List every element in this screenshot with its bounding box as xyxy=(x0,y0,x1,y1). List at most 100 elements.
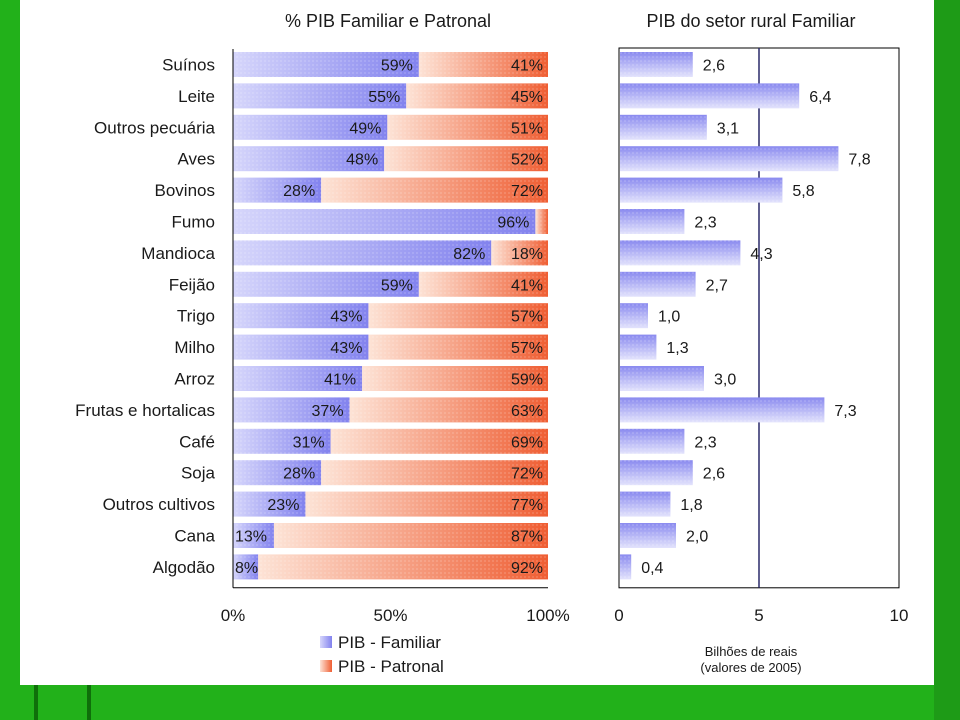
data-label-patronal: 41% xyxy=(511,58,543,75)
bar-value-texture xyxy=(620,83,800,109)
data-label-familiar: 31% xyxy=(293,434,325,451)
data-label-patronal: 52% xyxy=(511,152,543,169)
bar-familiar-texture xyxy=(233,209,536,234)
bar-value-texture xyxy=(620,397,825,423)
data-label-familiar: 43% xyxy=(330,340,362,357)
value-label: 7,8 xyxy=(848,152,870,169)
value-label: 3,1 xyxy=(717,120,739,137)
data-label-patronal: 69% xyxy=(511,434,543,451)
bar-familiar-texture xyxy=(233,114,388,140)
bar-patronal-texture xyxy=(535,209,548,234)
bar-value-texture xyxy=(620,334,657,360)
data-label-patronal: 57% xyxy=(511,340,543,357)
data-label-familiar: 82% xyxy=(453,246,485,263)
bar-patronal-texture xyxy=(258,554,548,580)
right-x-axis-label-line2: (valores de 2005) xyxy=(700,660,801,675)
value-label: 1,0 xyxy=(658,309,680,326)
left-category-label: Mandioca xyxy=(141,244,215,263)
bar-patronal-texture xyxy=(491,240,548,266)
bar-familiar-texture xyxy=(233,240,492,266)
data-label-familiar: 41% xyxy=(324,372,356,389)
bar-familiar-texture xyxy=(233,52,419,77)
bar-value-texture xyxy=(620,209,685,234)
value-label: 2,7 xyxy=(706,277,728,294)
left-category-label: Café xyxy=(179,432,215,451)
bar-value-texture xyxy=(620,428,685,454)
left-category-label: Frutas e hortalicas xyxy=(75,401,215,420)
value-label: 2,0 xyxy=(686,529,708,546)
bar-value-texture xyxy=(620,177,783,203)
legend-swatch-patronal xyxy=(320,660,332,672)
value-label: 6,4 xyxy=(809,89,831,106)
right-x-axis-label-line1: Bilhões de reais xyxy=(705,644,798,659)
bar-value-texture xyxy=(620,114,707,140)
left-category-label: Feijão xyxy=(169,275,215,294)
bar-familiar-texture xyxy=(233,366,363,391)
bar-value-texture xyxy=(620,271,696,297)
bar-familiar-texture xyxy=(233,334,369,360)
data-label-patronal: 77% xyxy=(511,497,543,514)
bar-patronal-texture xyxy=(349,397,548,423)
data-label-familiar: 96% xyxy=(497,215,529,232)
bar-patronal-texture xyxy=(330,428,548,454)
left-category-label: Milho xyxy=(174,338,215,357)
value-label: 2,3 xyxy=(694,215,716,232)
value-label: 5,8 xyxy=(792,183,814,200)
right-x-tick-label: 10 xyxy=(890,606,909,625)
data-label-patronal: 18% xyxy=(511,246,543,263)
bar-familiar-texture xyxy=(233,460,322,486)
bar-familiar-texture xyxy=(233,83,407,109)
bar-patronal-texture xyxy=(305,491,548,517)
value-label: 2,6 xyxy=(703,466,725,483)
data-label-patronal: 72% xyxy=(511,466,543,483)
bar-value-texture xyxy=(620,523,676,548)
data-label-familiar: 49% xyxy=(349,120,381,137)
bar-patronal-texture xyxy=(384,146,548,172)
bar-familiar-texture xyxy=(233,397,350,423)
data-label-familiar: 28% xyxy=(283,466,315,483)
value-label: 4,3 xyxy=(750,246,772,263)
data-label-familiar: 13% xyxy=(235,529,267,546)
bar-value-texture xyxy=(620,366,704,391)
bar-value-texture xyxy=(620,460,693,486)
left-chart-title: % PIB Familiar e Patronal xyxy=(285,11,491,31)
chart-panel: % PIB Familiar e Patronal PIB do setor r… xyxy=(20,0,934,685)
data-label-patronal: 59% xyxy=(511,372,543,389)
data-label-familiar: 55% xyxy=(368,89,400,106)
bar-patronal-texture xyxy=(321,177,548,203)
value-label: 7,3 xyxy=(834,403,856,420)
bottom-accent-line-1 xyxy=(34,685,38,720)
bar-value-texture xyxy=(620,146,839,172)
bar-patronal-texture xyxy=(418,271,548,297)
charts-canvas: % PIB Familiar e Patronal PIB do setor r… xyxy=(75,11,909,676)
bar-patronal-texture xyxy=(368,303,548,329)
bar-familiar-texture xyxy=(233,428,331,454)
data-label-familiar: 59% xyxy=(381,277,413,294)
bar-familiar-texture xyxy=(233,271,419,297)
value-label: 2,3 xyxy=(694,434,716,451)
right-x-tick-label: 5 xyxy=(754,606,763,625)
bar-patronal-texture xyxy=(418,52,548,77)
bar-patronal-texture xyxy=(273,523,548,548)
bar-patronal-texture xyxy=(368,334,548,360)
legend-label-patronal: PIB - Patronal xyxy=(338,657,444,676)
data-label-patronal: 63% xyxy=(511,403,543,420)
right-chart-title: PIB do setor rural Familiar xyxy=(646,11,855,31)
left-category-label: Aves xyxy=(178,150,216,169)
value-label: 1,3 xyxy=(666,340,688,357)
left-stacked-bar-chart: Suínos 59% 41% Leite 55% 45% Outros pecuária 49… xyxy=(75,49,570,625)
left-category-label: Soja xyxy=(181,464,216,483)
right-bar-chart: 2,6 6,4 3,1 7,8 5,8 2,3 4,3 2,7 1,0 1,3 3,0 7,3 2,3 2… xyxy=(614,47,909,625)
data-label-patronal: 57% xyxy=(511,309,543,326)
bar-familiar-texture xyxy=(233,303,369,329)
bottom-accent-line-2 xyxy=(87,685,91,720)
data-label-patronal: 51% xyxy=(511,120,543,137)
bar-value-texture xyxy=(620,240,741,266)
data-label-familiar: 59% xyxy=(381,58,413,75)
data-label-patronal: 45% xyxy=(511,89,543,106)
bar-patronal-texture xyxy=(362,366,548,391)
data-label-familiar: 23% xyxy=(267,497,299,514)
right-x-tick-label: 0 xyxy=(614,606,623,625)
data-label-patronal: 41% xyxy=(511,277,543,294)
